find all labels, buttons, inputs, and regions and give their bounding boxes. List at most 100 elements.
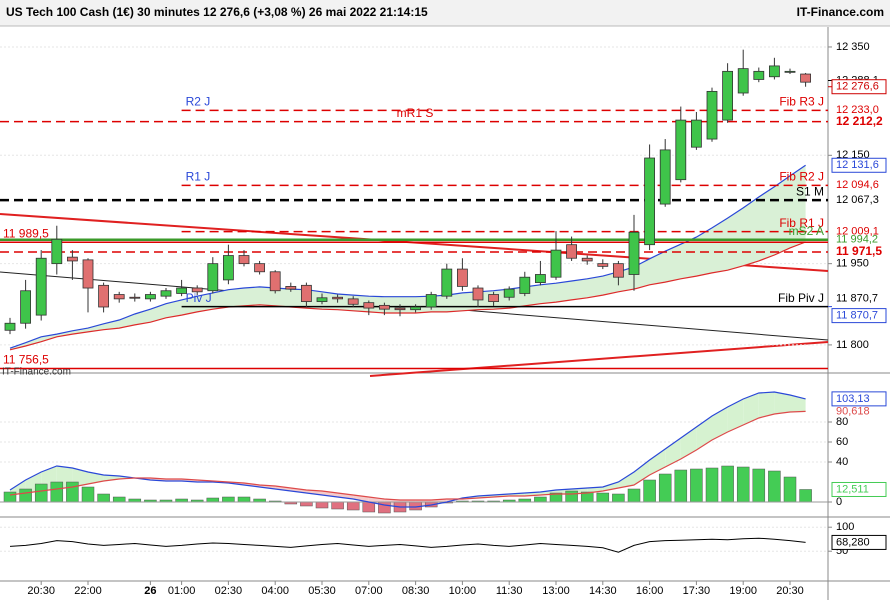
candle-body — [800, 73, 811, 83]
y-tick-label: 60 — [836, 436, 848, 448]
level-axis-label: 12 067,3 — [836, 194, 879, 206]
histogram-bar — [3, 491, 17, 503]
histogram-bar — [97, 493, 110, 503]
candle-body — [300, 284, 312, 302]
candle-body — [144, 294, 156, 300]
candle-body — [535, 274, 546, 284]
series-end-label-box — [831, 391, 887, 407]
x-tick-label: 10:00 — [449, 585, 477, 597]
candle-body — [4, 322, 16, 331]
signal-fill — [618, 472, 634, 488]
candle-body — [82, 259, 94, 289]
series-end-label-box — [831, 534, 887, 550]
series-end-label: 103,13 — [836, 393, 870, 405]
x-tick-label: 02:30 — [215, 585, 243, 597]
histogram-bar — [81, 486, 95, 503]
level-label: mS2 A — [789, 224, 824, 238]
histogram-bar — [331, 501, 344, 510]
candle-body — [176, 287, 188, 294]
overlay-line — [9, 241, 806, 351]
candle-body — [394, 307, 406, 311]
header-bar — [0, 0, 890, 26]
y-tick-label: 100 — [836, 521, 854, 533]
level-axis-label: 12 212,2 — [836, 114, 883, 128]
x-tick-label: 07:00 — [355, 585, 383, 597]
histogram-bar — [799, 489, 812, 503]
candle-body — [207, 263, 219, 292]
x-tick-label: 01:00 — [168, 585, 196, 597]
histogram-bar — [362, 501, 376, 513]
level-axis-label: 11 994,2 — [836, 234, 878, 246]
y-tick-label: 0 — [836, 496, 842, 508]
histogram-bar — [565, 490, 578, 503]
x-tick-label: 17:30 — [683, 585, 711, 597]
histogram-bar — [112, 496, 126, 503]
level-label: R1 J — [186, 169, 211, 183]
candle-body — [316, 297, 328, 302]
x-tick-label: 11:30 — [496, 585, 523, 597]
histogram-bar — [658, 473, 672, 503]
candle-body — [659, 149, 671, 205]
histogram-bar — [534, 496, 547, 503]
histogram-bar — [346, 501, 360, 511]
x-tick-label: 26 — [144, 585, 156, 597]
watermark: IT-Finance.com — [2, 367, 71, 378]
candle-body — [581, 257, 593, 262]
x-tick-label: 20:30 — [27, 585, 55, 597]
x-tick-label: 08:30 — [402, 585, 430, 597]
signal-fill — [290, 488, 307, 493]
candle-body — [706, 90, 718, 140]
series-end-label: 68,280 — [836, 536, 870, 548]
candle-body — [441, 268, 453, 297]
candle-body — [737, 68, 749, 94]
candle-body — [67, 256, 78, 262]
histogram-bar — [768, 470, 781, 503]
candle-body — [472, 287, 484, 301]
histogram-bar — [206, 497, 220, 503]
histogram-bar — [222, 496, 235, 503]
overlay-end-label: 12 131,6 — [836, 159, 879, 171]
level-axis-label: 12 233,0 — [836, 104, 879, 116]
x-tick-label: 13:00 — [542, 585, 570, 597]
candle-body — [722, 70, 733, 121]
histogram-bar — [705, 467, 719, 503]
signal-fill — [727, 399, 744, 432]
signal-line — [9, 410, 806, 501]
candle-body — [51, 238, 63, 265]
level-axis-label: 12 009,1 — [836, 226, 879, 238]
value-label: 12,511 — [836, 483, 869, 495]
candle-body — [269, 271, 281, 292]
y-tick-label: 12 350 — [836, 41, 870, 53]
signal-fill — [275, 486, 291, 491]
signal-line — [9, 391, 806, 508]
signal-fill — [322, 491, 338, 497]
price-label: 11 870,7 — [836, 310, 878, 322]
candle-body — [160, 290, 172, 297]
level-label: Fib Piv J — [778, 291, 824, 305]
y-tick-label: 40 — [836, 456, 848, 468]
candle-body — [519, 276, 531, 294]
histogram-bar — [315, 501, 329, 509]
level-axis-label: 11 870,7 — [836, 293, 878, 305]
level-label: 11 989,5 — [3, 226, 49, 240]
level-axis-label: 12 094,6 — [836, 179, 879, 191]
histogram-bar — [674, 469, 688, 503]
histogram-bar — [690, 468, 703, 503]
histogram-bar — [612, 493, 625, 503]
price-label: 12 276,6 — [836, 81, 879, 93]
candle-body — [98, 284, 109, 308]
x-tick-label: 19:00 — [729, 585, 757, 597]
y-tick-label: 80 — [836, 416, 848, 428]
signal-fill — [758, 392, 775, 418]
x-tick-label: 05:30 — [308, 585, 336, 597]
oscillator-line — [9, 537, 806, 553]
signal-fill — [587, 487, 603, 493]
histogram-bar — [50, 481, 64, 503]
overlay-line — [9, 164, 806, 349]
candle-body — [566, 244, 577, 259]
y-tick-label: 11 950 — [836, 258, 869, 270]
level-label: Fib R3 J — [779, 95, 824, 109]
candle-body — [644, 157, 655, 246]
series-end-label: 90,618 — [836, 405, 870, 417]
